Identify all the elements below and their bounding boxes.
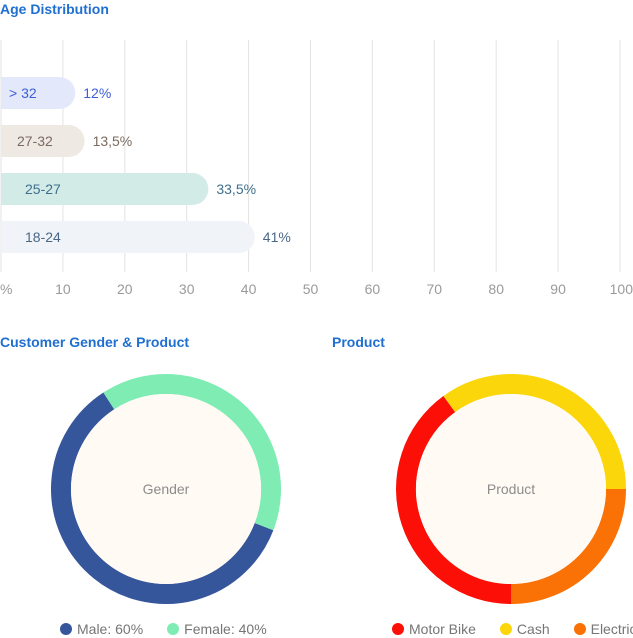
age-distribution-title: Age Distribution <box>0 1 109 17</box>
donut-slice <box>51 392 274 604</box>
legend-dot-icon <box>392 623 404 635</box>
bar-category-label: 27-32 <box>17 133 53 149</box>
gender-chart-title: Customer Gender & Product <box>0 334 190 350</box>
legend-dot-icon <box>573 623 586 635</box>
legend-item: Female: 40% <box>167 621 267 637</box>
bar <box>1 77 76 109</box>
x-tick-label: 60 <box>365 281 381 297</box>
donut-slice <box>510 488 626 604</box>
legend-dot-icon <box>60 623 72 635</box>
bar <box>1 173 209 205</box>
product-donut-chart: Product <box>396 374 626 604</box>
legend-item: Motor Bike <box>392 621 476 637</box>
bar-category-label: 18-24 <box>25 229 61 245</box>
x-tick-label: 30 <box>179 281 195 297</box>
donut-slice <box>103 374 281 531</box>
legend-label: Motor Bike <box>409 621 476 637</box>
gender-legend: Male: 60% Female: 40% <box>60 620 291 638</box>
legend-item: Electric <box>573 621 633 637</box>
bar-value-label: 41% <box>263 229 291 245</box>
bar-value-label: 13,5% <box>93 133 133 149</box>
x-tick-label: % <box>0 281 12 297</box>
donut-center-label: Product <box>487 481 535 497</box>
donut-center-label: Gender <box>143 481 190 497</box>
bar <box>1 221 255 253</box>
age-distribution-chart: % 10 20 30 40 50 60 70 80 90 100 > 32 12% 27-32 13,5% 2… <box>0 40 633 297</box>
donut-slice <box>443 374 626 490</box>
legend-label: Male: 60% <box>77 621 144 637</box>
legend-item: Cash <box>499 621 550 637</box>
product-legend: Motor Bike Cash Electric <box>392 620 633 638</box>
bar-value-label: 33,5% <box>216 181 256 197</box>
bar-value-label: 12% <box>83 85 111 101</box>
legend-label: Electric <box>590 621 633 637</box>
x-tick-label: 20 <box>117 281 133 297</box>
x-tick-label: 50 <box>303 281 319 297</box>
bar <box>1 125 85 157</box>
x-tick-label: 70 <box>427 281 443 297</box>
bar-category-label: > 32 <box>9 85 37 101</box>
legend-dot-icon <box>167 623 180 635</box>
x-tick-label: 10 <box>55 281 71 297</box>
x-tick-label: 40 <box>241 281 257 297</box>
x-tick-label: 80 <box>488 281 504 297</box>
legend-item: Male: 60% <box>60 621 143 637</box>
legend-dot-icon <box>499 623 512 635</box>
donut-center <box>71 394 261 584</box>
bar-category-label: 25-27 <box>25 181 61 197</box>
donut-slice <box>396 395 512 604</box>
donut-center <box>416 394 606 584</box>
legend-label: Female: 40% <box>184 621 267 637</box>
product-chart-title: Product <box>332 334 385 350</box>
x-tick-label: 90 <box>550 281 566 297</box>
x-tick-label: 100 <box>610 281 633 297</box>
legend-label: Cash <box>516 621 550 637</box>
gender-donut-chart: Gender <box>51 374 281 604</box>
